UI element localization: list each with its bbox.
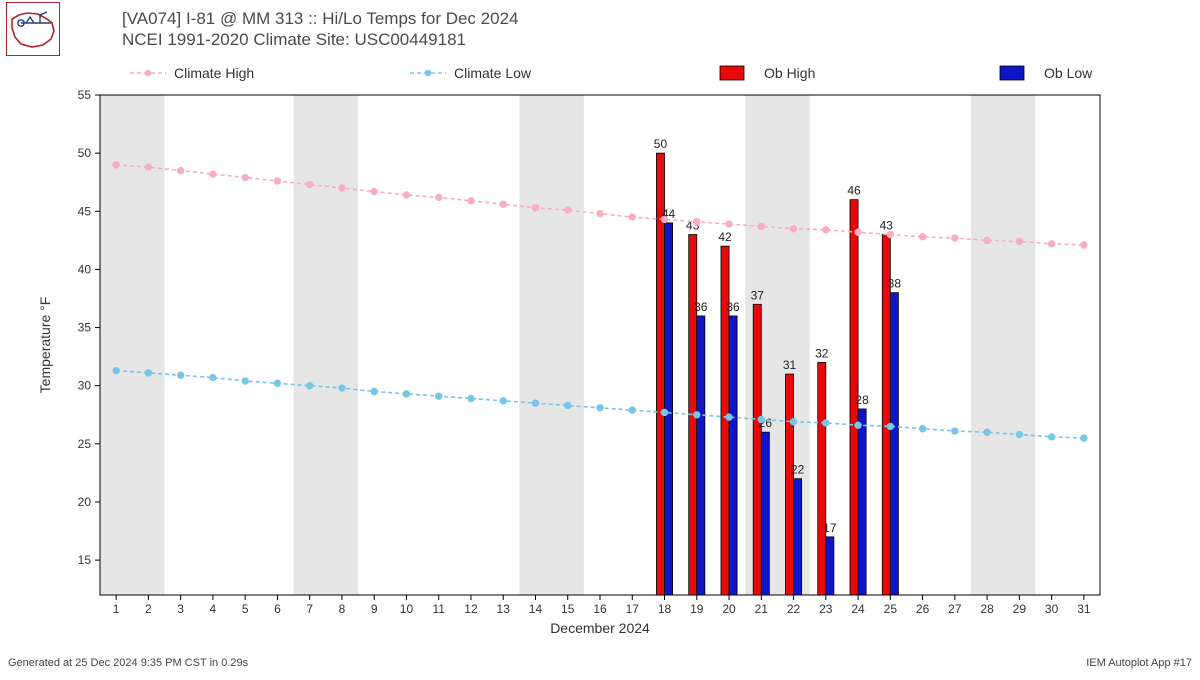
svg-text:13: 13 [497, 602, 511, 616]
svg-text:21: 21 [755, 602, 769, 616]
chart-canvas: 1520253035404550551234567891011121314151… [0, 0, 1200, 675]
title-line-2: NCEI 1991-2020 Climate Site: USC00449181 [122, 29, 518, 50]
svg-text:43: 43 [880, 219, 894, 233]
svg-text:8: 8 [339, 602, 346, 616]
svg-text:14: 14 [529, 602, 543, 616]
chart-title: [VA074] I-81 @ MM 313 :: Hi/Lo Temps for… [122, 8, 518, 51]
svg-text:29: 29 [1013, 602, 1027, 616]
svg-text:4: 4 [210, 602, 217, 616]
svg-text:40: 40 [78, 262, 92, 276]
svg-text:December 2024: December 2024 [550, 620, 650, 636]
svg-text:19: 19 [690, 602, 704, 616]
svg-text:28: 28 [855, 393, 869, 407]
svg-text:45: 45 [78, 204, 92, 218]
svg-text:22: 22 [791, 463, 805, 477]
svg-text:5: 5 [242, 602, 249, 616]
iem-logo [6, 2, 60, 56]
svg-text:27: 27 [948, 602, 962, 616]
svg-text:3: 3 [177, 602, 184, 616]
svg-text:20: 20 [78, 495, 92, 509]
svg-text:28: 28 [980, 602, 994, 616]
svg-text:10: 10 [400, 602, 414, 616]
footer-generated: Generated at 25 Dec 2024 9:35 PM CST in … [8, 657, 248, 669]
page-root: [VA074] I-81 @ MM 313 :: Hi/Lo Temps for… [0, 0, 1200, 675]
svg-text:Ob High: Ob High [764, 65, 815, 81]
svg-text:26: 26 [916, 602, 930, 616]
title-line-1: [VA074] I-81 @ MM 313 :: Hi/Lo Temps for… [122, 8, 518, 29]
svg-text:42: 42 [718, 230, 732, 244]
svg-text:Climate High: Climate High [174, 65, 254, 81]
svg-text:15: 15 [561, 602, 575, 616]
svg-text:18: 18 [658, 602, 672, 616]
svg-text:20: 20 [722, 602, 736, 616]
svg-text:7: 7 [306, 602, 313, 616]
svg-text:Temperature °F: Temperature °F [37, 297, 53, 394]
svg-text:24: 24 [851, 602, 865, 616]
svg-text:11: 11 [432, 602, 445, 616]
svg-text:32: 32 [815, 346, 829, 360]
svg-text:Ob Low: Ob Low [1044, 65, 1093, 81]
svg-text:50: 50 [78, 146, 92, 160]
svg-text:38: 38 [888, 277, 902, 291]
footer-appid: IEM Autoplot App #17 [1086, 657, 1192, 669]
svg-text:16: 16 [593, 602, 607, 616]
svg-text:55: 55 [78, 88, 92, 102]
svg-text:25: 25 [78, 437, 92, 451]
svg-text:36: 36 [694, 300, 708, 314]
svg-text:15: 15 [78, 553, 92, 567]
svg-text:37: 37 [751, 288, 765, 302]
svg-text:36: 36 [726, 300, 740, 314]
svg-text:Climate Low: Climate Low [454, 65, 532, 81]
svg-text:9: 9 [371, 602, 378, 616]
svg-text:12: 12 [464, 602, 478, 616]
svg-text:31: 31 [783, 358, 797, 372]
svg-text:22: 22 [787, 602, 801, 616]
svg-text:50: 50 [654, 137, 668, 151]
svg-text:35: 35 [78, 321, 92, 335]
svg-text:17: 17 [823, 521, 837, 535]
svg-text:6: 6 [274, 602, 281, 616]
svg-text:31: 31 [1077, 602, 1091, 616]
svg-text:2: 2 [145, 602, 152, 616]
svg-text:23: 23 [819, 602, 833, 616]
svg-text:1: 1 [113, 602, 120, 616]
svg-text:30: 30 [1045, 602, 1059, 616]
svg-text:30: 30 [78, 379, 92, 393]
svg-text:46: 46 [847, 184, 861, 198]
svg-text:17: 17 [626, 602, 640, 616]
svg-text:25: 25 [884, 602, 898, 616]
